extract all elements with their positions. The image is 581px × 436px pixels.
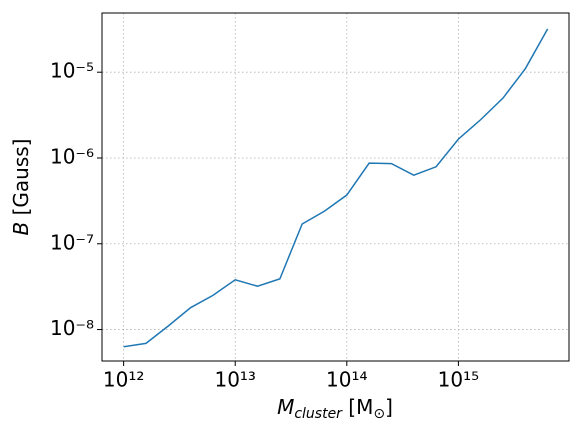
y-tick-label: 10⁻⁷ (50, 230, 94, 254)
y-tick-label: 10⁻⁸ (50, 316, 94, 340)
data-line (123, 28, 549, 348)
x-label-part: [M (342, 395, 373, 419)
x-tick-label: 10¹⁴ (326, 368, 367, 392)
x-label-part: cluster (294, 406, 343, 422)
y-tick-label: 10⁻⁵ (50, 59, 94, 83)
y-tick-label: 10⁻⁶ (50, 144, 94, 168)
x-label-part: M (277, 395, 294, 419)
x-tick-label: 10¹² (103, 368, 144, 392)
x-tick-label: 10¹⁵ (438, 368, 479, 392)
x-tick-label: 10¹³ (214, 368, 255, 392)
y-axis-label: B [Gauss] (9, 139, 33, 236)
y-label-part: B (9, 222, 33, 236)
x-label-part: ] (385, 395, 393, 419)
x-label-part: ⊙ (373, 406, 385, 422)
plot-frame (101, 12, 570, 362)
y-label-part: [Gauss] (9, 139, 33, 222)
x-axis-label: Mcluster [M⊙] (277, 395, 393, 423)
